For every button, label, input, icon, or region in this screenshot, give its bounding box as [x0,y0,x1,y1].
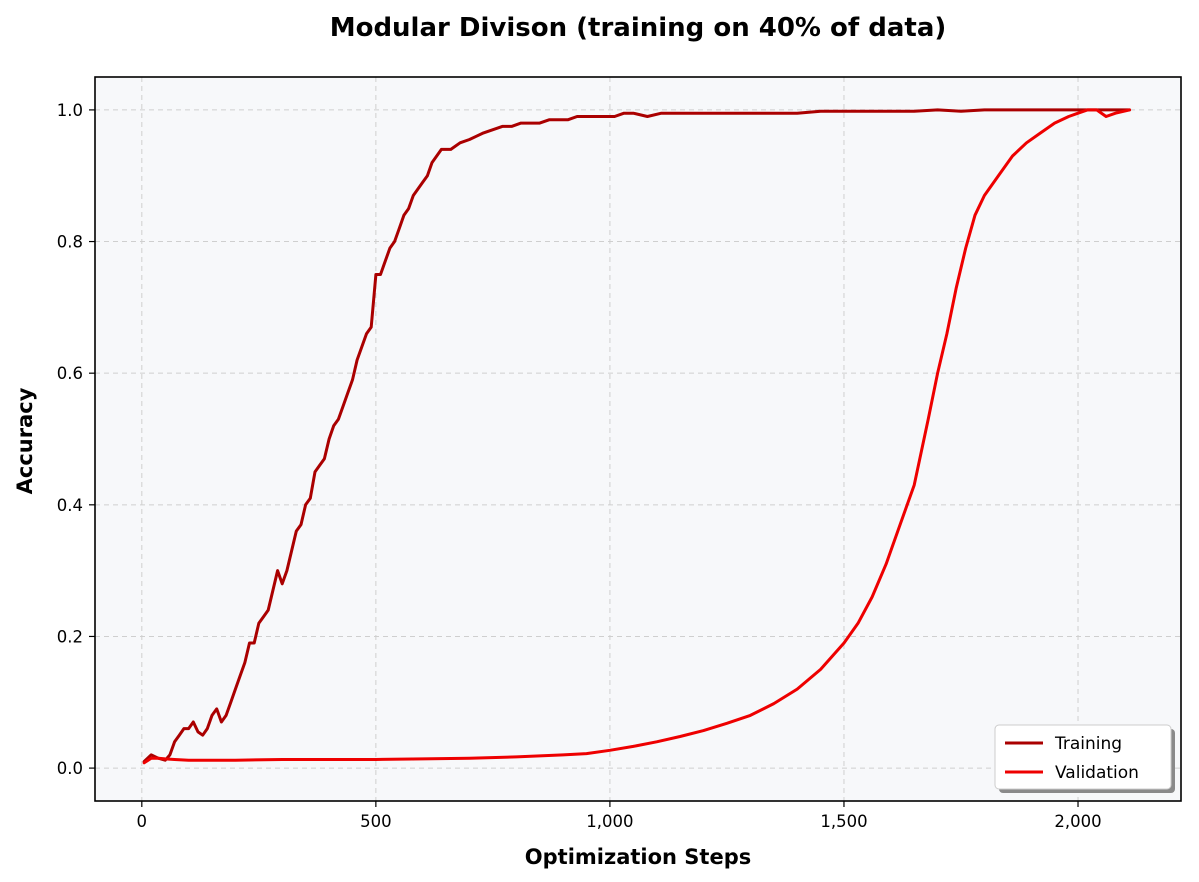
plot-frame [94,76,1182,802]
series-line-validation [142,108,1131,765]
x-tick-label: 2,000 [1054,812,1101,831]
y-tick-label: 1.0 [57,101,83,120]
y-tick-label: 0.6 [57,364,83,383]
y-tick-label: 0.4 [57,496,83,515]
ticks: 0 500 1,000 1,500 2,000 0.0 0.2 0.4 0.6 0.8 1.0 [57,101,1102,831]
legend: Training Validation [994,724,1175,793]
y-tick-label: 0.2 [57,627,83,646]
series-line-training [142,108,1131,763]
x-tick-label: 0 [137,812,148,831]
y-tick-label: 0.8 [57,233,83,252]
x-tick-label: 500 [360,812,392,831]
y-tick-label: 0.0 [57,759,83,778]
plot-area [95,77,1181,801]
x-tick-label: 1,000 [586,812,633,831]
y-axis-label: Accuracy [13,387,37,494]
x-axis-label: Optimization Steps [525,845,751,869]
x-tick-label: 1,500 [820,812,867,831]
chart-title: Modular Divison (training on 40% of data… [330,13,947,43]
legend-label: Validation [1055,763,1139,783]
series-layer [142,108,1131,765]
legend-label: Training [1054,734,1122,754]
